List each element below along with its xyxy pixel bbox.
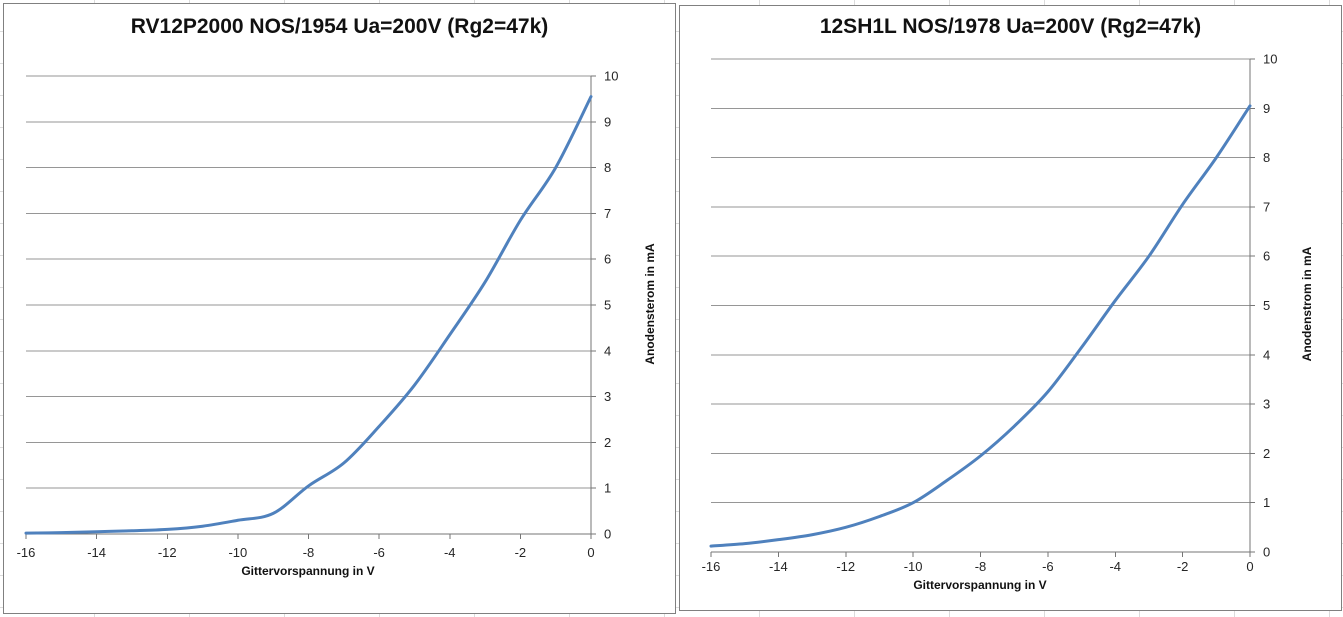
x-tick-label: -6 — [373, 545, 385, 560]
plot-area: 0 1 2 3 4 5 6 7 8 9 10 -16 -14 -12 -10 -8 -6 -4 -2 0 — [702, 52, 1278, 575]
x-axis-title: Gittervorspannung in V — [913, 578, 1047, 592]
series-curve — [709, 104, 1252, 548]
y-tick-label: 9 — [1263, 101, 1270, 116]
y-tick-label: 6 — [1263, 249, 1270, 264]
y-tick-label: 0 — [604, 527, 611, 542]
y-tick-label: 4 — [1263, 347, 1270, 362]
y-axis-title: Anodenstrom in mA — [1300, 246, 1314, 362]
y-tick-label: 1 — [604, 481, 611, 496]
series-curve — [24, 95, 593, 535]
x-tick-label: -8 — [975, 559, 987, 574]
chart-title: 12SH1L NOS/1978 Ua=200V (Rg2=47k) — [819, 15, 1202, 38]
plot-area: 0 1 2 3 4 5 6 7 8 9 10 -16 -14 -12 -10 -8 -6 -4 -2 0 — [17, 69, 619, 561]
x-tick-label: -16 — [702, 559, 721, 574]
x-tick-label: -4 — [1109, 559, 1121, 574]
chart-rv12p2000: RV12P2000 NOS/1954 Ua=200V (Rg2=47k) 0 1 2… — [3, 3, 676, 614]
x-tick-label: -16 — [17, 545, 36, 560]
chart-title: RV12P2000 NOS/1954 Ua=200V (Rg2=47k) — [130, 15, 549, 38]
y-tick-label: 3 — [604, 389, 611, 404]
y-tick-label: 8 — [604, 160, 611, 175]
chart-12sh1l: 12SH1L NOS/1978 Ua=200V (Rg2=47k) 0 1 2 3 4 5… — [679, 5, 1342, 611]
y-tick-label: 5 — [604, 298, 611, 313]
x-tick-label: -2 — [515, 545, 527, 560]
y-tick-label: 4 — [604, 343, 611, 358]
y-tick-label: 0 — [1263, 545, 1270, 560]
y-tick-label: 2 — [604, 435, 611, 450]
x-tick-label: -14 — [769, 559, 788, 574]
y-tick-label: 10 — [1263, 52, 1277, 67]
x-tick-label: -2 — [1177, 559, 1189, 574]
y-tick-label: 7 — [604, 206, 611, 221]
x-tick-label: -8 — [303, 545, 315, 560]
y-tick-label: 8 — [1263, 150, 1270, 165]
x-tick-label: -12 — [158, 545, 177, 560]
y-tick-label: 5 — [1263, 298, 1270, 313]
x-tick-label: -10 — [904, 559, 923, 574]
x-tick-label: -10 — [228, 545, 247, 560]
y-tick-label: 2 — [1263, 446, 1270, 461]
x-tick-label: -14 — [87, 545, 106, 560]
y-axis-title: Anodensterom in mA — [643, 243, 657, 365]
x-tick-label: -4 — [444, 545, 456, 560]
x-tick-label: 0 — [1246, 559, 1253, 574]
x-tick-label: -12 — [836, 559, 855, 574]
y-tick-label: 6 — [604, 252, 611, 267]
y-tick-label: 9 — [604, 114, 611, 129]
x-tick-label: -6 — [1042, 559, 1054, 574]
x-tick-label: 0 — [587, 545, 594, 560]
y-tick-label: 1 — [1263, 495, 1270, 510]
y-tick-label: 3 — [1263, 397, 1270, 412]
x-axis-title: Gittervorspannung in V — [241, 564, 375, 578]
y-tick-label: 10 — [604, 69, 618, 84]
y-tick-label: 7 — [1263, 199, 1270, 214]
